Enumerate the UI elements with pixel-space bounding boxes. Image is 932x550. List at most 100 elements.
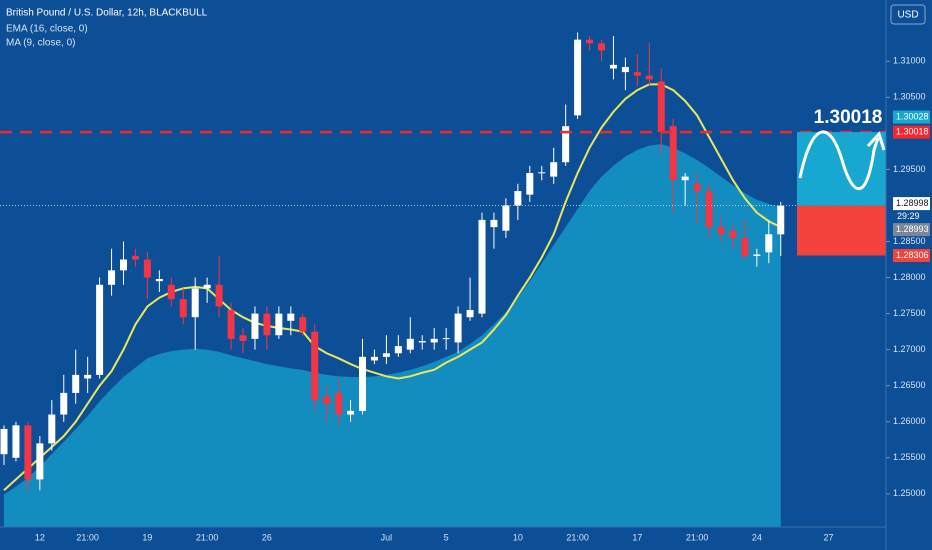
candle-body bbox=[430, 338, 438, 343]
candle-body bbox=[442, 338, 450, 340]
candle-body bbox=[370, 356, 378, 361]
currency-label[interactable]: USD bbox=[897, 10, 918, 21]
x-tick-label: 12 bbox=[35, 532, 45, 542]
candle-body bbox=[359, 356, 366, 411]
candle-body bbox=[490, 219, 498, 228]
candle-body bbox=[60, 392, 68, 415]
last-price-tag-box bbox=[893, 197, 930, 211]
candle-body bbox=[765, 234, 773, 253]
legend-entry: EMA (16, close, 0) bbox=[6, 24, 88, 35]
target-label: 1.30018 bbox=[814, 107, 883, 128]
candle-body bbox=[72, 374, 80, 393]
candle-body bbox=[478, 219, 486, 314]
countdown: 29:29 bbox=[897, 211, 920, 221]
candle-body bbox=[108, 270, 116, 285]
last-price-tag: 1.28998 bbox=[896, 198, 929, 208]
candle-body bbox=[466, 310, 474, 318]
candle-body bbox=[681, 176, 689, 181]
candle-body bbox=[693, 183, 701, 192]
x-tick-label: 17 bbox=[632, 532, 642, 542]
candle-body bbox=[179, 299, 187, 318]
x-tick-label: 26 bbox=[262, 532, 272, 542]
candle-body bbox=[287, 313, 295, 321]
y-tick-label: 1.27500 bbox=[893, 308, 926, 318]
candle-body bbox=[299, 317, 307, 332]
candle-body bbox=[347, 410, 355, 415]
legend-entry: MA (9, close, 0) bbox=[6, 38, 75, 49]
x-tick-label: 24 bbox=[752, 532, 762, 542]
x-tick-label: 21:00 bbox=[196, 532, 219, 542]
projection-curve bbox=[798, 130, 880, 190]
candle-body bbox=[598, 43, 605, 51]
candle-body bbox=[96, 284, 104, 375]
y-tick-label: 1.25000 bbox=[893, 488, 926, 498]
candle-body bbox=[24, 425, 32, 480]
y-tick-label: 1.31000 bbox=[893, 56, 926, 66]
x-tick-label: 27 bbox=[824, 532, 834, 542]
candle-body bbox=[382, 353, 390, 357]
stop-zone bbox=[797, 205, 886, 256]
candle-body bbox=[729, 230, 737, 238]
candle-body bbox=[418, 341, 426, 343]
candle-body bbox=[12, 425, 20, 458]
x-tick-label: Jul bbox=[381, 532, 393, 542]
price-tag-box bbox=[893, 110, 930, 124]
candle-body bbox=[717, 227, 725, 235]
candle-body bbox=[609, 64, 617, 69]
candle-body bbox=[143, 259, 151, 278]
candle-body bbox=[741, 237, 749, 256]
chart-title: British Pound / U.S. Dollar, 12h, BLACKB… bbox=[6, 8, 208, 19]
x-tick-label: 21:00 bbox=[76, 532, 99, 542]
x-tick-label: 21:00 bbox=[566, 532, 589, 542]
candle-body bbox=[120, 259, 127, 271]
x-tick-label: 21:00 bbox=[686, 532, 709, 542]
ema-area bbox=[4, 144, 781, 528]
candle-body bbox=[155, 279, 163, 282]
candle-body bbox=[48, 414, 56, 444]
candle-body bbox=[323, 396, 331, 404]
candle-body bbox=[514, 191, 522, 206]
currency-button[interactable] bbox=[890, 4, 926, 25]
x-tick-label: 10 bbox=[513, 532, 523, 542]
candle-body bbox=[705, 191, 713, 228]
candle-body bbox=[526, 173, 534, 195]
candle-body bbox=[657, 81, 665, 132]
candle-body bbox=[203, 284, 211, 289]
stop-tag-box bbox=[893, 248, 930, 262]
price-tag: 1.30028 bbox=[896, 111, 929, 121]
candle-body bbox=[538, 172, 546, 174]
candle-body bbox=[633, 72, 641, 76]
candle-body bbox=[777, 205, 785, 235]
candle-body bbox=[574, 39, 582, 116]
candle-body bbox=[36, 443, 44, 480]
x-tick-label: 5 bbox=[444, 532, 449, 542]
y-tick-label: 1.25500 bbox=[893, 452, 926, 462]
candle-body bbox=[502, 205, 510, 231]
plot-area: 1.30018 bbox=[0, 32, 886, 528]
candle-body bbox=[753, 254, 761, 256]
candle-body bbox=[0, 428, 8, 455]
y-tick-label: 1.28000 bbox=[893, 272, 926, 282]
candle-body bbox=[275, 313, 283, 336]
target-tag-box bbox=[893, 125, 930, 139]
candle-body bbox=[239, 335, 247, 341]
stop-tag: 1.28306 bbox=[896, 250, 929, 260]
candle-body bbox=[406, 338, 414, 350]
candle-body bbox=[84, 374, 92, 379]
price-tag-box bbox=[893, 223, 930, 237]
candle-body bbox=[131, 255, 139, 260]
candle-body bbox=[454, 313, 462, 343]
candle-body bbox=[394, 346, 402, 354]
y-tick-label: 1.29500 bbox=[893, 164, 926, 174]
candle-body bbox=[645, 75, 653, 80]
y-tick-label: 1.26000 bbox=[893, 416, 926, 426]
y-tick-label: 1.27000 bbox=[893, 344, 926, 354]
candle-body bbox=[227, 310, 235, 339]
target-tag: 1.30018 bbox=[896, 126, 929, 136]
y-tick-label: 1.28500 bbox=[893, 236, 926, 246]
candle-body bbox=[311, 331, 319, 401]
candle-body bbox=[669, 126, 677, 181]
candle-body bbox=[335, 392, 343, 415]
